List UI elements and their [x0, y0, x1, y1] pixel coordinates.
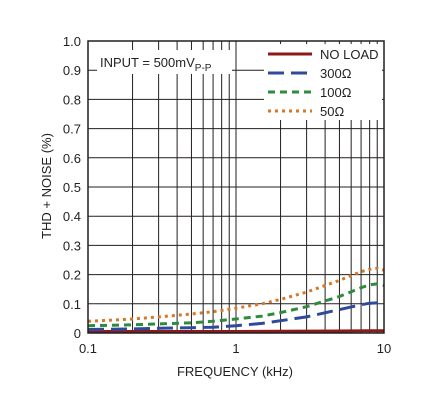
x-tick-label: 1 [232, 341, 239, 356]
x-tick-labels: 0.1 1 10 [79, 341, 391, 356]
legend-label: 50Ω [320, 104, 344, 119]
series-lines [87, 266, 385, 333]
legend-label: 300Ω [320, 66, 352, 81]
annotation: INPUT = 500mVP-P [97, 50, 232, 74]
y-tick-label: 0.2 [63, 268, 81, 283]
series-line-2 [87, 282, 385, 328]
series-line-0 [88, 329, 384, 333]
x-tick-label: 10 [377, 341, 391, 356]
x-tick-label: 0.1 [79, 341, 97, 356]
y-tick-label: 0.1 [63, 297, 81, 312]
y-axis-title: THD + NOISE (%) [39, 133, 54, 239]
series-line-1 [87, 301, 385, 331]
legend-label: 100Ω [320, 85, 352, 100]
annotation-subscript: P-P [195, 63, 212, 74]
y-tick-label: 0.3 [63, 238, 81, 253]
y-tick-label: 0.7 [63, 122, 81, 137]
series-line-3 [87, 266, 385, 323]
plot-frame [87, 40, 385, 334]
x-axis-title: FREQUENCY (kHz) [177, 364, 293, 379]
y-tick-label: 0.8 [63, 92, 81, 107]
y-tick-label: 0.6 [63, 151, 81, 166]
y-tick-label: 0.4 [63, 209, 81, 224]
legend: NO LOAD 300Ω 100Ω 50Ω [264, 44, 382, 120]
y-tick-label: 1.0 [63, 34, 81, 49]
annotation-main: INPUT = 500mV [100, 55, 195, 70]
legend-label: NO LOAD [320, 47, 379, 62]
annotation-text: INPUT = 500mVP-P [100, 55, 212, 74]
y-tick-label: 0 [74, 326, 81, 341]
y-tick-label: 0.9 [63, 63, 81, 78]
y-tick-label: 0.5 [63, 180, 81, 195]
y-tick-labels: 0 0.1 0.2 0.3 0.4 0.5 0.6 0.7 0.8 0.9 1.0 [63, 34, 81, 341]
